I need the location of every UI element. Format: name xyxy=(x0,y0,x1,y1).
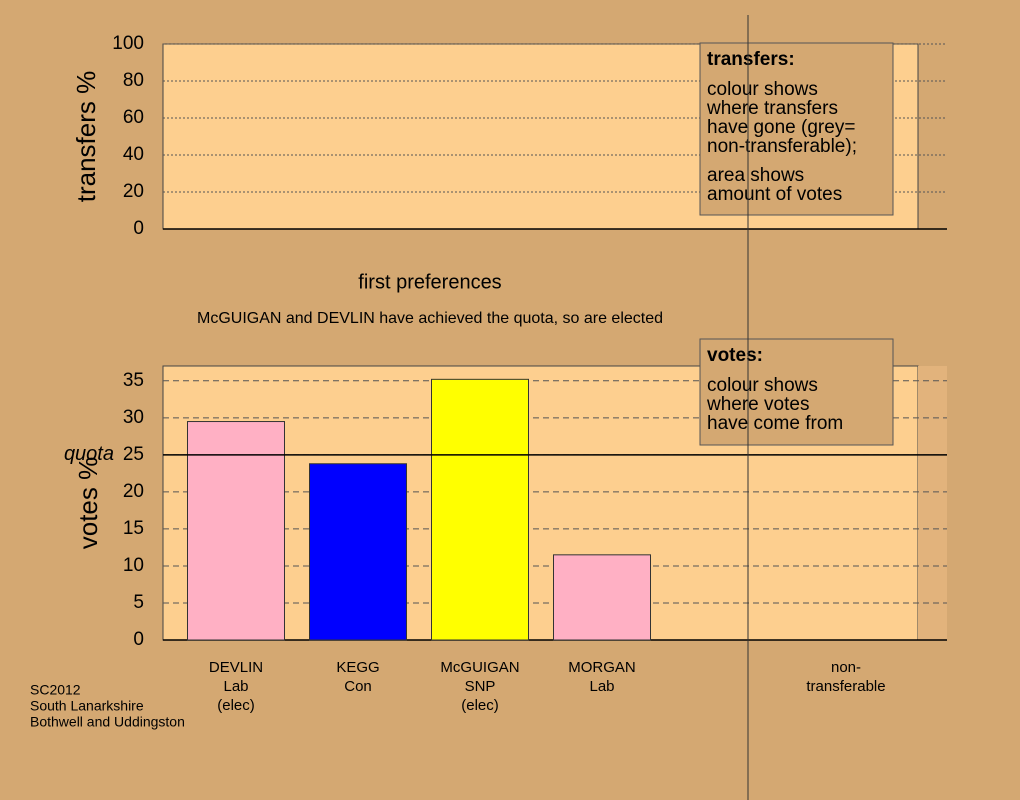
annotation-title: votes: xyxy=(707,345,763,366)
plot-area-shade xyxy=(918,366,947,640)
y-tick-label: 30 xyxy=(123,407,144,428)
y-tick-label: 20 xyxy=(123,481,144,502)
quota-label: quota xyxy=(64,443,114,465)
x-tick-label: (elec) xyxy=(217,697,255,714)
annotation-text: colour shows xyxy=(707,375,818,396)
annotation-text: non-transferable); xyxy=(707,136,857,157)
annotation-text: where transfers xyxy=(706,98,838,119)
x-tick-label: DEVLIN xyxy=(209,659,263,676)
bar xyxy=(187,421,285,641)
x-tick-label: Lab xyxy=(589,678,614,695)
y-tick-label: 60 xyxy=(123,107,144,128)
x-tick-label: McGUIGAN xyxy=(440,659,519,676)
x-tick-label: MORGAN xyxy=(568,659,636,676)
y-axis-label: votes % xyxy=(73,457,103,550)
y-tick-label: 15 xyxy=(123,518,144,539)
bar xyxy=(431,378,529,641)
annotation-title: transfers: xyxy=(707,49,795,70)
annotation-box xyxy=(699,42,894,216)
annotation-text: amount of votes xyxy=(707,184,842,205)
bar xyxy=(309,463,407,641)
x-tick-label: (elec) xyxy=(461,697,499,714)
x-tick-label: transferable xyxy=(806,678,885,695)
annotation-text: colour shows xyxy=(707,79,818,100)
footer-text: SC2012 xyxy=(30,682,81,698)
bar xyxy=(553,554,651,641)
x-tick-label: Lab xyxy=(223,678,248,695)
y-tick-label: 10 xyxy=(123,555,144,576)
y-tick-label: 5 xyxy=(133,592,144,613)
annotation-text: have come from xyxy=(707,413,843,434)
y-tick-label: 0 xyxy=(133,629,144,650)
annotation-text: have gone (grey= xyxy=(707,117,855,138)
y-tick-label: 100 xyxy=(112,33,144,54)
x-tick-label: KEGG xyxy=(336,659,379,676)
x-tick-label: non- xyxy=(831,659,861,676)
footer-text: Bothwell and Uddingston xyxy=(30,714,185,730)
y-tick-label: 25 xyxy=(123,444,144,465)
x-tick-label: Con xyxy=(344,678,372,695)
annotation-text: where votes xyxy=(706,394,809,415)
footer-text: South Lanarkshire xyxy=(30,698,144,714)
y-tick-label: 40 xyxy=(123,144,144,165)
y-tick-label: 0 xyxy=(133,218,144,239)
x-tick-label: SNP xyxy=(465,678,496,695)
chart-title: first preferences xyxy=(358,271,501,293)
y-tick-label: 20 xyxy=(123,181,144,202)
chart-subtitle: McGUIGAN and DEVLIN have achieved the qu… xyxy=(197,310,663,327)
y-tick-label: 80 xyxy=(123,70,144,91)
annotation-box xyxy=(699,338,894,446)
annotation-text: area shows xyxy=(707,165,804,186)
y-tick-label: 35 xyxy=(123,370,144,391)
y-axis-label: transfers % xyxy=(71,71,101,203)
